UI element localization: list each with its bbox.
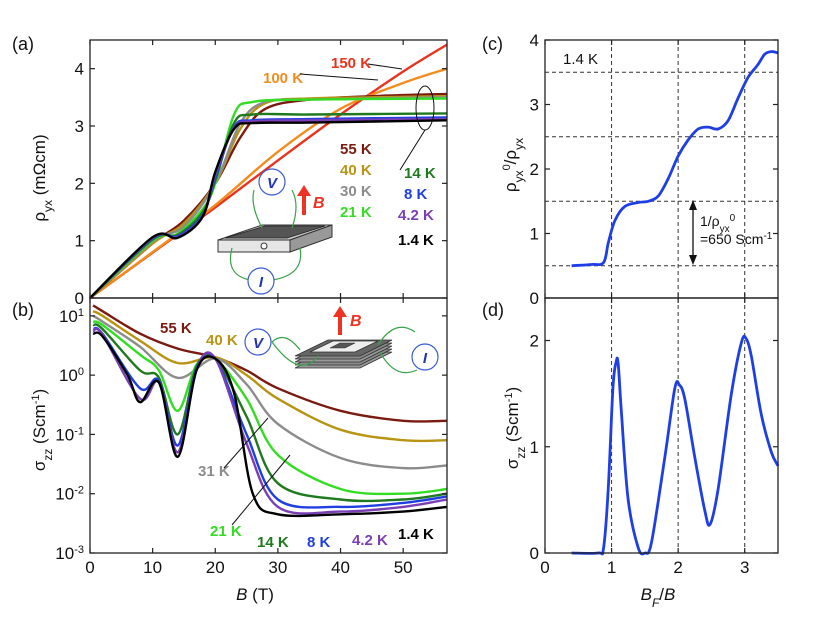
panel-c-annotation-line2: =650 Scm-1 (700, 231, 773, 248)
voltage-probe-icon (258, 168, 286, 196)
x-tick-label: 2 (673, 558, 682, 577)
inset-b-field-arrow-icon (333, 306, 347, 335)
y-tick-label: 2 (75, 174, 84, 193)
panel-b-ylabel: σzz (Scm-1) (30, 389, 55, 471)
y-tick-label: 2 (530, 332, 539, 351)
x-tick-label: 0 (85, 558, 94, 577)
series-line-14K (92, 331, 448, 518)
series-line-14K (571, 334, 780, 556)
x-axis-label-left: B (T) (236, 585, 274, 604)
y-tick-label: 1 (75, 232, 84, 251)
y-tick-label: 1 (530, 438, 539, 457)
y-tick-label: 4 (75, 60, 84, 79)
panel-label-d: (d) (482, 300, 504, 320)
x-tick-label: 20 (206, 558, 225, 577)
panel-d: 0 1 2 3 0 1 2 (530, 297, 780, 577)
current-probe-icon (247, 267, 275, 295)
y-tick-label: 100 (59, 366, 84, 385)
temp-label-a: 100 K (263, 70, 303, 87)
temp-label-a: 30 K (340, 183, 372, 200)
temp-label-a: 1.4 K (398, 232, 434, 249)
temp-label-b: 21 K (210, 523, 242, 540)
panel-label-b: (b) (12, 300, 34, 320)
y-tick-label: 0 (530, 544, 539, 563)
temp-label-a: 55 K (340, 141, 372, 158)
x-tick-label: 40 (331, 558, 350, 577)
temp-label-b: 1.4 K (398, 526, 434, 543)
panel-c-ylabel: ρyx0/ρyx (501, 138, 526, 192)
series-line-55K (92, 304, 448, 423)
x-tick-label: 50 (394, 558, 413, 577)
panel-c-plateau-label: 1.4 K (563, 51, 598, 68)
group-ellipse (415, 85, 435, 131)
inset-b-b: B (350, 313, 362, 330)
y-tick-label: 2 (530, 160, 539, 179)
leader-line (223, 417, 269, 469)
series-line-40K (92, 310, 448, 443)
x-tick-label: 1 (607, 558, 616, 577)
leader-line (399, 129, 426, 171)
inset-b-i: I (423, 350, 428, 367)
panel-c: 0 1 2 3 4 (530, 31, 779, 308)
y-tick-label: 4 (530, 31, 539, 50)
inset-b-schematic: V I B (244, 306, 439, 374)
panel-label-c: (c) (482, 34, 503, 54)
temp-label-a: 150 K (331, 55, 371, 72)
x-tick-label: 30 (268, 558, 287, 577)
y-tick-label: 0 (530, 289, 539, 308)
temp-label-b: 4.2 K (352, 532, 388, 549)
series-line-40K (89, 95, 448, 299)
panel-label-a: (a) (12, 34, 34, 54)
x-tick-label: 0 (540, 558, 549, 577)
inset-b-v: V (253, 335, 265, 352)
temp-label-b: 55 K (160, 320, 192, 337)
series-line-55K (89, 92, 448, 299)
series-line-21K (89, 97, 448, 299)
inset-a-b: B (313, 195, 325, 212)
series-line-14K (571, 50, 779, 268)
x-axis-label-right: BF/B (641, 585, 676, 610)
inset-b-current-icon (411, 343, 439, 371)
plot-frame (544, 39, 779, 299)
y-tick-label: 10-2 (55, 485, 84, 504)
series-line-100K (89, 67, 448, 299)
x-tick-label: 3 (740, 558, 749, 577)
y-tick-label: 10-3 (55, 544, 84, 563)
series-line-30K (89, 96, 448, 299)
y-tick-label: 10-1 (55, 425, 84, 444)
field-arrow-icon (297, 185, 311, 215)
leader-line (367, 63, 403, 70)
series-line-31K (92, 314, 448, 470)
series-line-42K (92, 327, 448, 515)
temp-label-b: 8 K (307, 534, 331, 551)
temp-label-b: 31 K (198, 463, 230, 480)
temp-label-a: 8 K (404, 186, 428, 203)
y-tick-label: 0 (75, 289, 84, 308)
panel-b: 0 10 20 30 40 50 10-3 10-2 10-1 100 101 55 K 40 K 31 … (55, 297, 448, 577)
temp-label-b: 40 K (206, 332, 238, 349)
panel-d-ylabel: σzz (Scm-1) (503, 387, 528, 469)
temp-label-a: 14 K (404, 165, 436, 182)
inset-a-i: I (259, 274, 264, 291)
plot-frame (89, 297, 448, 554)
series-line-14K (89, 119, 448, 299)
y-tick-label: 3 (75, 117, 84, 136)
inset-b-voltage-icon (244, 328, 272, 356)
panel-c-annotation: 1.4 K 1/ρyx0 =650 Scm-1 (563, 51, 773, 265)
leader-line (299, 73, 379, 81)
temp-label-a: 21 K (340, 204, 372, 221)
y-tick-label: 101 (59, 307, 84, 326)
x-tick-label: 10 (143, 558, 162, 577)
inset-a-v: V (267, 175, 279, 192)
y-tick-label: 1 (530, 225, 539, 244)
panel-a-ylabel: ρyx (mΩcm) (30, 134, 55, 221)
plot-frame (544, 297, 779, 554)
temp-label-a: 4.2 K (398, 207, 434, 224)
temp-label-a: 40 K (340, 162, 372, 179)
temp-label-b: 14 K (257, 534, 289, 551)
inset-a-schematic: V I B (217, 168, 333, 295)
leader-line (231, 454, 291, 526)
y-tick-label: 3 (530, 96, 539, 115)
